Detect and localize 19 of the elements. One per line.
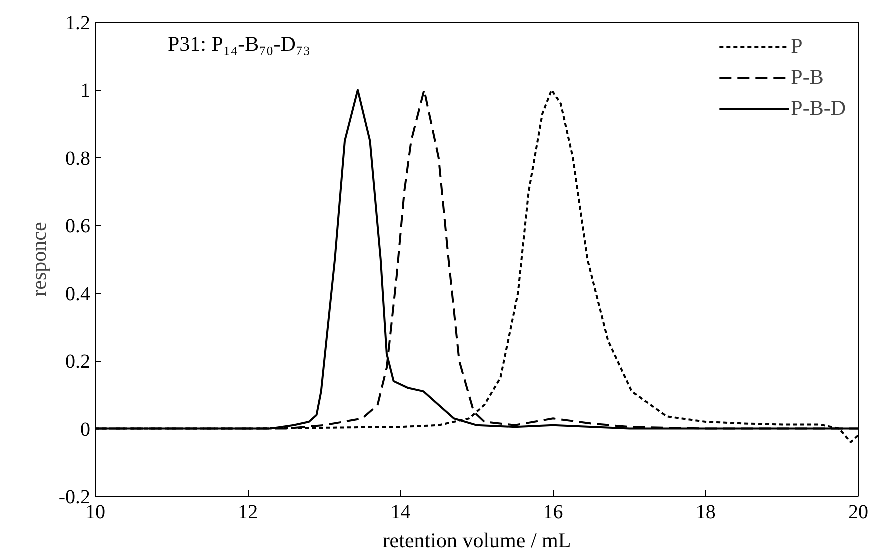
legend-label: P (791, 34, 804, 59)
x-axis-title: retention volume / mL (382, 528, 572, 552)
x-tick-label: 16 (543, 502, 564, 524)
annotation: P31: P₁₄-B₇₀-D₇₃ (168, 32, 311, 56)
y-tick-label: 0.8 (66, 148, 90, 170)
y-axis-title: responce (26, 222, 51, 297)
y-tick-label: 0 (80, 418, 90, 441)
x-tick-label: 10 (86, 502, 106, 524)
legend-label: P-B-D (791, 96, 846, 121)
x-tick-label: 14 (390, 502, 411, 524)
y-tick-label: 1.2 (66, 12, 90, 34)
x-tick-label: 20 (848, 502, 868, 524)
y-tick-label: 0.2 (66, 351, 90, 374)
legend-label: P-B (791, 65, 824, 90)
x-tick-label: 12 (238, 502, 258, 524)
y-tick-label: 1 (80, 80, 90, 102)
y-tick-label: 0.6 (66, 216, 90, 238)
x-tick-label: 18 (696, 502, 716, 524)
y-tick-label: 0.4 (66, 283, 90, 306)
